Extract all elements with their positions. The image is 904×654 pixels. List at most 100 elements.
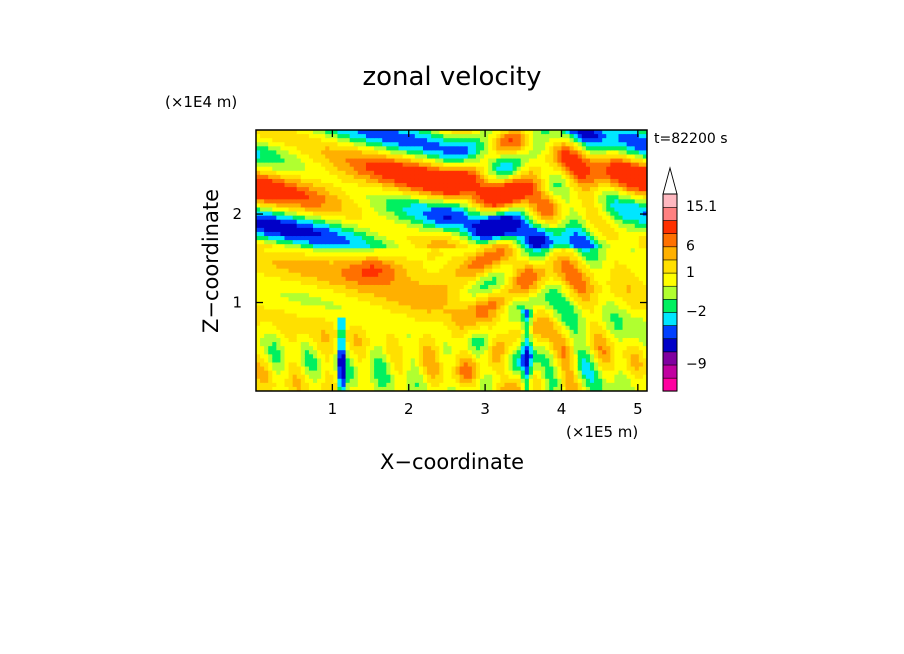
heatmap-cell [361,248,367,253]
heatmap-cell [537,309,542,315]
heatmap-cell [386,284,391,290]
heatmap-cell [471,313,477,319]
heatmap-cell [260,313,265,319]
heatmap-cell [418,313,424,319]
heatmap-cell [260,203,265,209]
heatmap-cell [414,284,420,290]
heatmap-cell [292,370,298,376]
heatmap-cell [313,236,318,241]
heatmap-cell [431,158,436,164]
heatmap-cell [537,203,542,209]
heatmap-cell [447,329,453,335]
heatmap-cell [337,134,343,139]
heatmap-cell [418,362,424,368]
heatmap-cell [260,305,265,311]
heatmap-cell [353,256,359,262]
heatmap-cell [268,370,273,376]
heatmap-cell [313,207,318,213]
heatmap-cell [431,142,436,147]
heatmap-cell [561,199,567,205]
heatmap-cell [520,280,526,286]
heatmap-cell [264,329,269,335]
heatmap-cell [427,321,432,327]
heatmap-cell [268,146,273,151]
heatmap-cell [496,272,501,278]
heatmap-cell [390,366,396,372]
heatmap-cell [406,248,412,253]
heatmap-cell [418,166,424,172]
heatmap-cell [541,211,546,217]
heatmap-cell [541,227,546,233]
heatmap-cell [276,305,282,311]
heatmap-cell [345,350,351,355]
heatmap-cell [292,178,298,184]
heatmap-cell [370,370,375,376]
heatmap-cell [463,187,469,192]
heatmap-cell [427,342,432,347]
heatmap-cell [545,280,550,286]
heatmap-cell [276,346,282,351]
heatmap-cell [480,219,485,225]
heatmap-cell [268,178,273,184]
heatmap-cell [553,342,558,347]
heatmap-cell [488,264,493,270]
heatmap-cell [382,138,387,143]
heatmap-cell [325,329,330,335]
heatmap-cell [463,199,469,205]
heatmap-cell [553,268,558,274]
heatmap-cell [374,195,379,200]
heatmap-cell [410,215,416,221]
heatmap-cell [260,280,265,286]
heatmap-cell [349,219,355,225]
heatmap-cell [528,268,534,274]
heatmap-cell [370,293,375,298]
heatmap-cell [537,342,542,347]
heatmap-cell [557,358,563,364]
heatmap-cell [484,227,489,233]
heatmap-cell [537,195,542,200]
heatmap-cell [280,240,286,245]
heatmap-cell [264,362,269,368]
heatmap-cell [341,272,347,278]
heatmap-cell [300,150,306,156]
heatmap-cell [557,252,563,258]
heatmap-cell [475,207,481,213]
heatmap-cell [508,366,514,372]
heatmap-cell [406,358,412,364]
heatmap-cell [349,293,355,298]
heatmap-cell [480,240,485,245]
heatmap-cell [382,134,387,139]
heatmap-cell [471,215,477,221]
heatmap-cell [488,207,493,213]
heatmap-cell [431,276,436,282]
heatmap-cell [541,264,546,270]
heatmap-cell [565,366,571,372]
heatmap-cell [500,150,506,156]
heatmap-cell [321,170,326,176]
heatmap-cell [508,154,514,160]
heatmap-cell [508,333,514,339]
heatmap-cell [325,223,330,229]
heatmap-cell [500,284,506,290]
heatmap-cell [439,317,444,323]
heatmap-cell [272,382,277,388]
heatmap-cell [333,325,339,331]
heatmap-cell [532,223,538,229]
heatmap-cell [300,358,306,364]
heatmap-cell [374,174,379,180]
heatmap-cell [406,170,412,176]
heatmap-cell [496,187,501,192]
heatmap-cell [443,166,449,172]
heatmap-cell [561,305,567,311]
heatmap-cell [414,342,420,347]
heatmap-cell [443,313,449,319]
heatmap-cell [386,276,391,282]
heatmap-cell [386,236,391,241]
heatmap-cell [553,289,558,294]
heatmap-cell [365,170,371,176]
heatmap-cell [406,162,412,168]
heatmap-cell [455,195,461,200]
heatmap-cell [488,342,493,347]
heatmap-cell [386,178,391,184]
heatmap-cell [361,236,367,241]
